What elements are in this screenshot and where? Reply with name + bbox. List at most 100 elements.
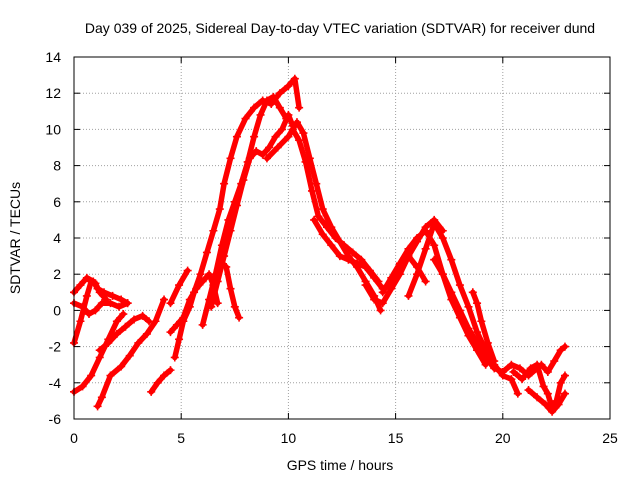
data-point [513, 389, 522, 398]
data-point [275, 89, 284, 98]
data-point [166, 328, 175, 337]
data-point [473, 299, 482, 308]
data-point [295, 103, 304, 112]
data-point [82, 291, 91, 300]
data-point [483, 338, 492, 347]
x-tick-label: 5 [177, 430, 185, 446]
data-point [481, 353, 490, 362]
data-point [344, 255, 353, 264]
data-point [295, 136, 304, 145]
data-point [322, 223, 331, 232]
y-tick-label: 14 [45, 49, 61, 65]
data-point [209, 277, 218, 286]
data-point [335, 252, 344, 261]
data-point [314, 212, 323, 221]
data-point [490, 364, 499, 373]
data-point [307, 186, 316, 195]
data-point [130, 315, 139, 324]
data-point [82, 273, 91, 282]
data-point [560, 342, 569, 351]
data-point [370, 273, 379, 282]
data-point [153, 378, 162, 387]
data-point [250, 103, 259, 112]
data-point [108, 291, 117, 300]
series-sat-l [209, 259, 244, 322]
chart-title: Day 039 of 2025, Sidereal Day-to-day VTE… [85, 20, 595, 36]
data-point [250, 132, 259, 141]
data-point [196, 270, 205, 279]
data-point [252, 147, 261, 156]
data-point [78, 382, 87, 391]
data-point [515, 364, 524, 373]
data-point [473, 338, 482, 347]
data-point [348, 248, 357, 257]
data-point [76, 281, 85, 290]
data-point [230, 302, 239, 311]
data-point [292, 118, 301, 127]
data-point [87, 277, 96, 286]
data-point [226, 154, 235, 163]
data-point [104, 338, 113, 347]
data-point [421, 226, 430, 235]
data-point [477, 317, 486, 326]
series-line [289, 126, 382, 285]
data-point [507, 360, 516, 369]
data-point [217, 259, 226, 268]
data-point [215, 205, 224, 214]
data-point [226, 226, 235, 235]
data-point [97, 299, 106, 308]
y-tick-label: 0 [53, 302, 61, 318]
data-point [275, 103, 284, 112]
series-line [208, 112, 296, 310]
data-point [524, 386, 533, 395]
data-point [327, 241, 336, 250]
data-point [117, 295, 126, 304]
axis-tick-labels: 0 5 10 15 20 25 -6 -4 -2 0 2 4 6 8 10 12 14 [45, 49, 618, 446]
data-point [95, 346, 104, 355]
series-sat-f [95, 311, 154, 355]
data-point [192, 284, 201, 293]
data-point [387, 273, 396, 282]
data-point [548, 407, 557, 416]
data-point [340, 241, 349, 250]
data-point [301, 157, 310, 166]
data-point [404, 244, 413, 253]
data-point [541, 400, 550, 409]
data-point [245, 154, 254, 163]
data-point [413, 234, 422, 242]
data-point [353, 259, 362, 268]
data-point [269, 92, 278, 101]
data-point [134, 338, 143, 347]
series-sat-m [166, 266, 192, 308]
data-point [556, 378, 565, 387]
y-tick-label: -6 [49, 411, 62, 427]
data-point [166, 366, 175, 375]
data-point [537, 360, 546, 369]
data-point [464, 302, 473, 311]
data-point [213, 266, 222, 275]
data-point [550, 357, 559, 366]
data-point [258, 150, 267, 159]
data-point [539, 382, 548, 391]
data-point [430, 255, 439, 264]
data-point [413, 270, 422, 279]
y-tick-label: 8 [53, 158, 61, 174]
data-point [87, 371, 96, 380]
data-point [183, 266, 192, 275]
series-sat-o [288, 125, 383, 286]
series-sat-d [70, 310, 128, 396]
y-tick-label: -4 [49, 375, 62, 391]
data-point [543, 367, 552, 376]
series-sat-e [93, 295, 169, 411]
y-tick-label: 10 [45, 121, 61, 137]
data-point [115, 302, 124, 311]
data-point [438, 234, 447, 242]
series-sat-g [147, 366, 175, 396]
data-point [518, 375, 527, 384]
data-point [299, 129, 308, 138]
data-point [175, 335, 184, 344]
data-point [455, 281, 464, 290]
data-point [172, 320, 181, 329]
data-point [271, 132, 280, 141]
data-point [556, 346, 565, 355]
